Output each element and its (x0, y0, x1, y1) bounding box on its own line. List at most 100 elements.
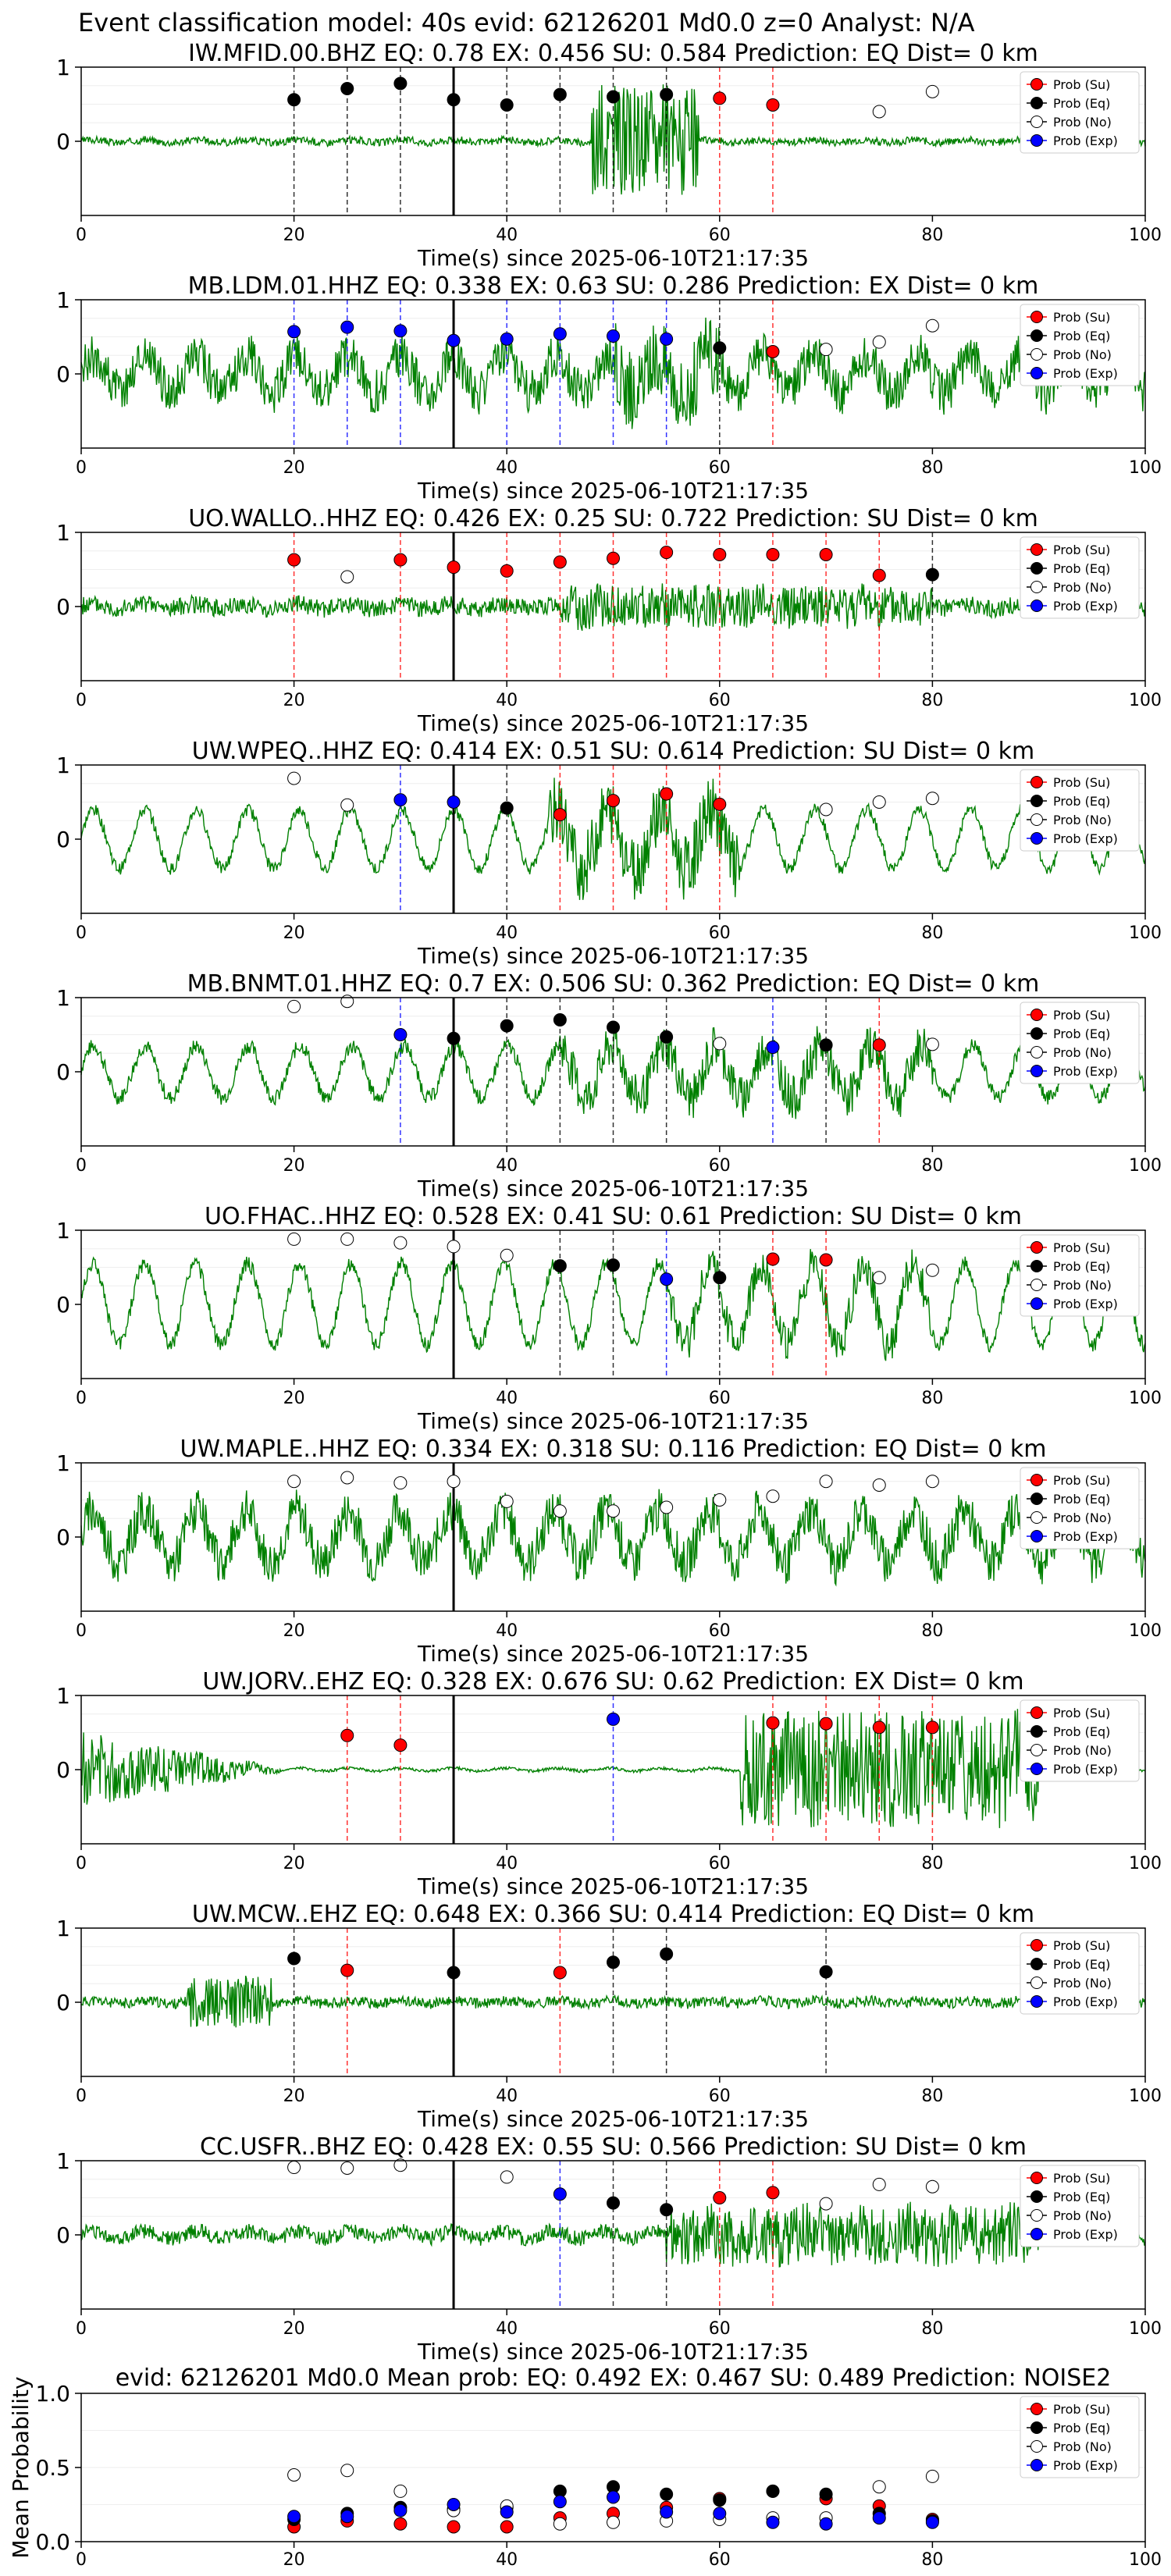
x-tick-label: 20 (283, 1621, 305, 1641)
y-tick-label: 0 (56, 827, 70, 852)
prob-point-no (447, 1475, 461, 1489)
prob-point-no (500, 2170, 514, 2184)
legend-label: Prob (Eq) (1053, 1957, 1110, 1972)
x-tick-label: 40 (496, 1389, 518, 1408)
panel-title: MB.BNMT.01.HHZ EQ: 0.7 EX: 0.506 SU: 0.3… (187, 970, 1040, 998)
prob-point-no (925, 2179, 939, 2194)
x-tick-label: 0 (76, 1389, 87, 1408)
station-panel: UO.WALLO..HHZ EQ: 0.426 EX: 0.25 SU: 0.7… (56, 505, 1162, 736)
prob-point-eq (607, 1020, 620, 1034)
x-tick-label: 0 (76, 458, 87, 478)
legend-label: Prob (No) (1053, 1976, 1112, 1991)
legend-marker-eq (1030, 1493, 1043, 1505)
legend-marker-exp (1030, 600, 1043, 612)
mean-point-no (287, 2468, 301, 2482)
legend-marker-su (1030, 1939, 1043, 1952)
station-panel: UW.WPEQ..HHZ EQ: 0.414 EX: 0.51 SU: 0.61… (56, 738, 1162, 969)
y-tick-label: 1 (56, 1218, 70, 1244)
legend-marker-exp (1030, 367, 1043, 379)
mean-point-exp (447, 2498, 461, 2511)
legend-marker-su (1030, 311, 1043, 323)
x-axis-label: Time(s) since 2025-06-10T21:17:35 (417, 2339, 809, 2364)
legend-marker-eq (1030, 329, 1043, 342)
station-panel: UW.MAPLE..HHZ EQ: 0.334 EX: 0.318 SU: 0.… (56, 1436, 1162, 1667)
figure-title: Event classification model: 40s evid: 62… (78, 8, 975, 37)
prob-point-no (500, 1248, 514, 1262)
legend-label: Prob (Su) (1053, 310, 1110, 325)
legend-marker-no (1030, 2209, 1043, 2222)
station-panels: IW.MFID.00.BHZ EQ: 0.78 EX: 0.456 SU: 0.… (8, 40, 1162, 2570)
legend-label: Prob (Su) (1053, 1473, 1110, 1488)
prob-point-su (713, 2191, 727, 2204)
legend-marker-eq (1030, 97, 1043, 109)
prob-point-su (819, 1717, 833, 1731)
prob-point-no (872, 105, 886, 119)
x-tick-label: 20 (283, 1156, 305, 1176)
prob-point-no (393, 2158, 408, 2172)
legend-frame (1020, 1002, 1140, 1084)
mean-point-no (872, 2480, 886, 2494)
prob-point-su (287, 553, 301, 567)
prob-point-su (393, 1738, 408, 1752)
x-tick-label: 100 (1129, 1621, 1162, 1641)
x-tick-label: 20 (283, 923, 305, 943)
prob-point-su (766, 1252, 780, 1266)
x-tick-label: 80 (921, 2550, 943, 2570)
legend-label: Prob (Su) (1053, 1706, 1110, 1720)
x-tick-label: 80 (921, 1389, 943, 1408)
legend-frame (1020, 536, 1140, 619)
legend-label: Prob (Su) (1053, 1938, 1110, 1953)
panel-title: UW.MCW..EHZ EQ: 0.648 EX: 0.366 SU: 0.41… (192, 1901, 1034, 1928)
prob-point-no (925, 84, 939, 98)
mean-point-exp (713, 2507, 727, 2521)
y-tick-label: 1 (56, 753, 70, 778)
prob-point-su (766, 548, 780, 561)
x-tick-label: 0 (76, 2319, 87, 2339)
prob-point-eq (819, 1038, 833, 1052)
mean-point-su (500, 2520, 514, 2534)
prob-point-no (287, 1232, 301, 1246)
prob-point-no (713, 1037, 727, 1051)
prob-point-su (607, 794, 620, 808)
prob-point-exp (340, 320, 354, 334)
prob-point-su (340, 1728, 354, 1742)
legend-label: Prob (Exp) (1053, 366, 1118, 381)
prob-point-no (713, 1493, 727, 1507)
panel-title: CC.USFR..BHZ EQ: 0.428 EX: 0.55 SU: 0.56… (200, 2133, 1027, 2161)
x-tick-label: 100 (1129, 923, 1162, 943)
legend-frame (1020, 2165, 1140, 2247)
prob-point-eq (393, 76, 408, 91)
prob-point-eq (500, 98, 514, 112)
prob-point-exp (553, 2187, 567, 2201)
prob-point-exp (447, 795, 461, 809)
prob-point-su (872, 1720, 886, 1735)
x-tick-label: 80 (921, 691, 943, 710)
legend: Prob (Su) Prob (Eq) Prob (No) Prob (Exp) (1020, 71, 1140, 154)
prob-point-exp (607, 1712, 620, 1726)
x-axis-label: Time(s) since 2025-06-10T21:17:35 (417, 1408, 809, 1434)
mean-point-no (340, 2464, 354, 2478)
prob-point-no (872, 2177, 886, 2191)
panel-title: evid: 62126201 Md0.0 Mean prob: EQ: 0.49… (116, 2364, 1112, 2392)
prob-point-eq (713, 341, 727, 355)
panel-title: UO.WALLO..HHZ EQ: 0.426 EX: 0.25 SU: 0.7… (188, 505, 1038, 532)
x-tick-label: 60 (709, 458, 731, 478)
prob-point-no (287, 2161, 301, 2175)
prob-point-su (607, 551, 620, 565)
prob-point-eq (553, 1259, 567, 1273)
x-tick-label: 60 (709, 1156, 731, 1176)
mean-point-exp (925, 2515, 939, 2529)
x-axis-label: Time(s) since 2025-06-10T21:17:35 (417, 710, 809, 736)
prob-point-exp (500, 332, 514, 346)
x-tick-label: 100 (1129, 2319, 1162, 2339)
prob-point-su (713, 797, 727, 811)
station-panel: UW.JORV..EHZ EQ: 0.328 EX: 0.676 SU: 0.6… (56, 1668, 1162, 1899)
prob-point-no (872, 1271, 886, 1285)
prob-point-eq (607, 1955, 620, 1969)
station-panel: UW.MCW..EHZ EQ: 0.648 EX: 0.366 SU: 0.41… (56, 1901, 1162, 2132)
y-tick-label: 1 (56, 2148, 70, 2174)
mean-point-exp (872, 2511, 886, 2525)
legend: Prob (Su) Prob (Eq) Prob (No) Prob (Exp) (1020, 2165, 1140, 2247)
legend-label: Prob (Exp) (1053, 599, 1118, 614)
